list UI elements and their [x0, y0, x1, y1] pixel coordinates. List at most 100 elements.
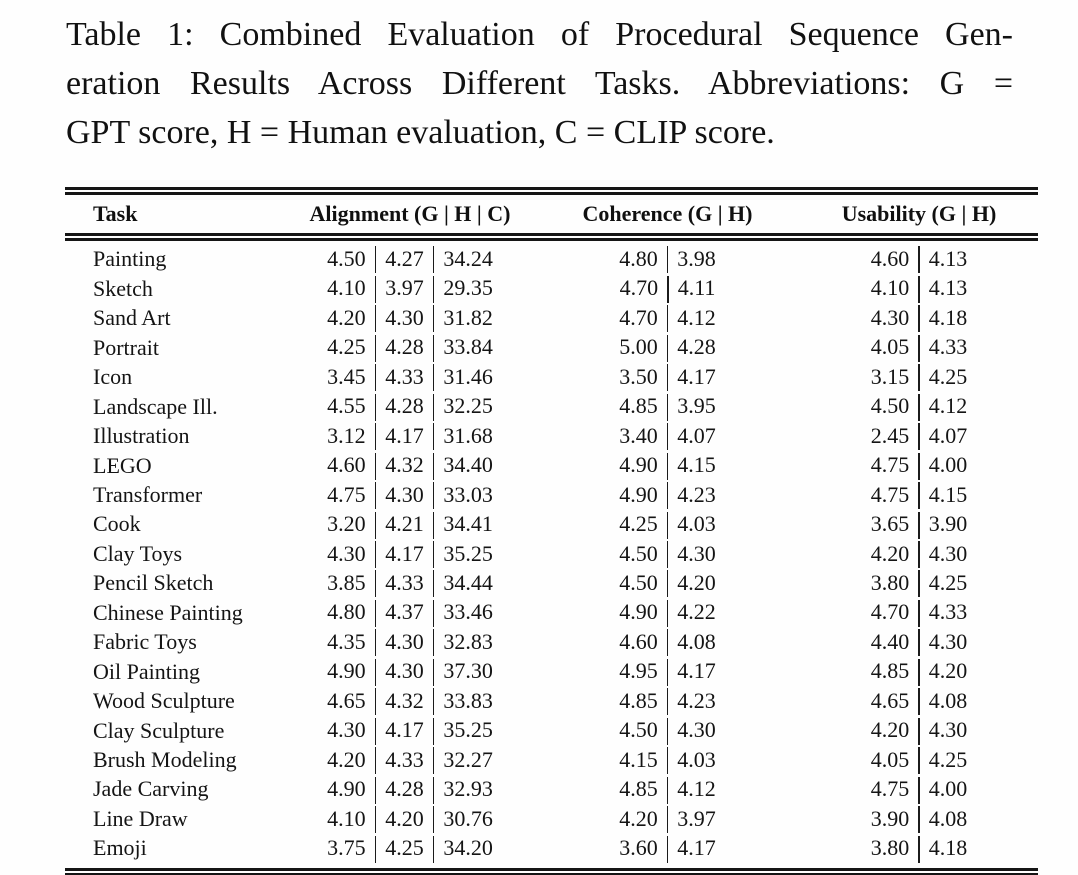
- task-cell: Chinese Painting: [93, 599, 243, 625]
- usability-value: 4.20: [928, 658, 968, 684]
- alignment-value: 4.30: [327, 717, 366, 743]
- coherence-value: 4.28: [677, 334, 716, 360]
- pipe-separator: [918, 599, 920, 627]
- table-row: Line Draw 4.10 4.20 30.76 4.20 3.97 3.90 4.08: [65, 805, 1038, 834]
- pipe-separator: [374, 599, 377, 627]
- coherence-value: 4.22: [677, 599, 716, 625]
- coherence-value: 3.98: [677, 246, 716, 271]
- pipe-separator: [918, 540, 920, 568]
- alignment-value: 4.32: [385, 452, 424, 478]
- coherence-cell: 4.90 4.22: [535, 598, 800, 627]
- pipe-separator: [666, 511, 669, 539]
- pipe-separator: [374, 364, 377, 392]
- coherence-cell: 4.20 3.97: [535, 805, 800, 834]
- pipe-separator: [432, 747, 435, 775]
- usability-cell: 4.05 4.25: [800, 746, 1038, 775]
- alignment-value: 34.40: [443, 452, 493, 478]
- task-cell: Line Draw: [93, 805, 188, 831]
- pipe-separator: [374, 776, 377, 804]
- usability-cell: 4.70 4.33: [800, 598, 1038, 627]
- coherence-cell: 4.85 4.23: [535, 687, 800, 716]
- usability-cell: 4.75 4.00: [800, 451, 1038, 480]
- alignment-value: 4.25: [385, 835, 424, 861]
- coherence-cell: 4.70 4.11: [535, 274, 800, 303]
- coherence-value: 5.00: [619, 334, 658, 360]
- coherence-cell: 4.90 4.23: [535, 481, 800, 510]
- coherence-cell: 4.50 4.30: [535, 540, 800, 569]
- usability-value: 4.07: [928, 422, 968, 448]
- coherence-cell: 4.25 4.03: [535, 510, 800, 539]
- alignment-value: 34.24: [443, 246, 493, 271]
- usability-cell: 3.80 4.18: [800, 834, 1038, 875]
- usability-value: 3.80: [870, 835, 910, 861]
- coherence-value: 4.12: [677, 304, 716, 330]
- table-row: Oil Painting 4.90 4.30 37.30 4.95 4.17 4.85 4.2…: [65, 657, 1038, 686]
- usability-value: 4.30: [928, 540, 968, 566]
- table-row: Pencil Sketch 3.85 4.33 34.44 4.50 4.20 3.80 4.…: [65, 569, 1038, 598]
- usability-value: 4.60: [870, 246, 910, 271]
- task-cell: Pencil Sketch: [93, 570, 214, 596]
- task-cell: Clay Toys: [93, 540, 183, 566]
- alignment-value: 3.45: [327, 363, 366, 389]
- coherence-value: 4.07: [677, 422, 716, 448]
- usability-value: 3.65: [870, 511, 910, 537]
- pipe-separator: [374, 423, 377, 451]
- alignment-value: 3.12: [327, 422, 366, 448]
- alignment-value: 4.28: [385, 334, 424, 360]
- table-row: Landscape Ill. 4.55 4.28 32.25 4.85 3.95 4.50 4…: [65, 392, 1038, 421]
- alignment-value: 33.84: [443, 334, 493, 360]
- pipe-separator: [666, 717, 669, 745]
- task-cell: Sand Art: [93, 305, 171, 331]
- task-cell: Transformer: [93, 481, 203, 507]
- task-cell: Emoji: [65, 834, 285, 875]
- alignment-value: 4.90: [327, 658, 366, 684]
- alignment-value: 4.33: [385, 569, 424, 595]
- pipe-separator: [432, 511, 435, 539]
- alignment-value: 32.93: [443, 776, 493, 802]
- coherence-value: 4.90: [619, 481, 658, 507]
- pipe-separator: [918, 482, 920, 510]
- alignment-value: 32.83: [443, 628, 493, 654]
- coherence-value: 4.23: [677, 481, 716, 507]
- alignment-cell: 4.10 4.20 30.76: [285, 805, 535, 834]
- caption-line-1: Table 1: Combined Evaluation of Procedur…: [66, 16, 1013, 53]
- task-cell: Painting: [93, 246, 167, 272]
- coherence-cell: 4.15 4.03: [535, 746, 800, 775]
- task-cell: Brush Modeling: [93, 747, 237, 773]
- coherence-value: 4.23: [677, 687, 716, 713]
- usability-cell: 4.20 4.30: [800, 716, 1038, 745]
- alignment-value: 35.25: [443, 717, 493, 743]
- coherence-cell: 3.60 4.17: [535, 834, 800, 875]
- table-body: Painting 4.50 4.27 34.24 4.80 3.98 4.60 4.13 Ske…: [65, 237, 1038, 875]
- usability-value: 4.10: [870, 275, 910, 301]
- alignment-value: 31.82: [443, 304, 493, 330]
- usability-cell: 4.40 4.30: [800, 628, 1038, 657]
- usability-value: 4.50: [870, 393, 910, 419]
- usability-value: 4.25: [928, 569, 968, 595]
- pipe-separator: [666, 305, 669, 333]
- alignment-cell: 4.90 4.30 37.30: [285, 657, 535, 686]
- pipe-separator: [432, 835, 435, 863]
- alignment-cell: 4.25 4.28 33.84: [285, 333, 535, 362]
- usability-cell: 4.05 4.33: [800, 333, 1038, 362]
- pipe-separator: [666, 658, 669, 686]
- pipe-separator: [666, 540, 669, 568]
- usability-value: 4.05: [870, 746, 910, 772]
- pipe-separator: [374, 806, 377, 834]
- alignment-cell: 4.80 4.37 33.46: [285, 598, 535, 627]
- coherence-cell: 4.70 4.12: [535, 304, 800, 333]
- alignment-value: 3.85: [327, 569, 366, 595]
- usability-value: 4.13: [928, 275, 968, 301]
- usability-cell: 3.80 4.25: [800, 569, 1038, 598]
- usability-value: 4.30: [870, 304, 910, 330]
- usability-value: 4.15: [928, 481, 968, 507]
- alignment-value: 33.83: [443, 687, 493, 713]
- usability-value: 4.85: [870, 658, 910, 684]
- usability-value: 4.30: [928, 628, 968, 654]
- task-cell: Fabric Toys: [93, 629, 197, 655]
- pipe-separator: [374, 540, 377, 568]
- task-cell: Jade Carving: [93, 776, 209, 802]
- alignment-value: 34.44: [443, 569, 493, 595]
- pipe-separator: [374, 393, 377, 421]
- caption-line-3: GPT score, H = Human evaluation, C = CLI…: [66, 114, 775, 151]
